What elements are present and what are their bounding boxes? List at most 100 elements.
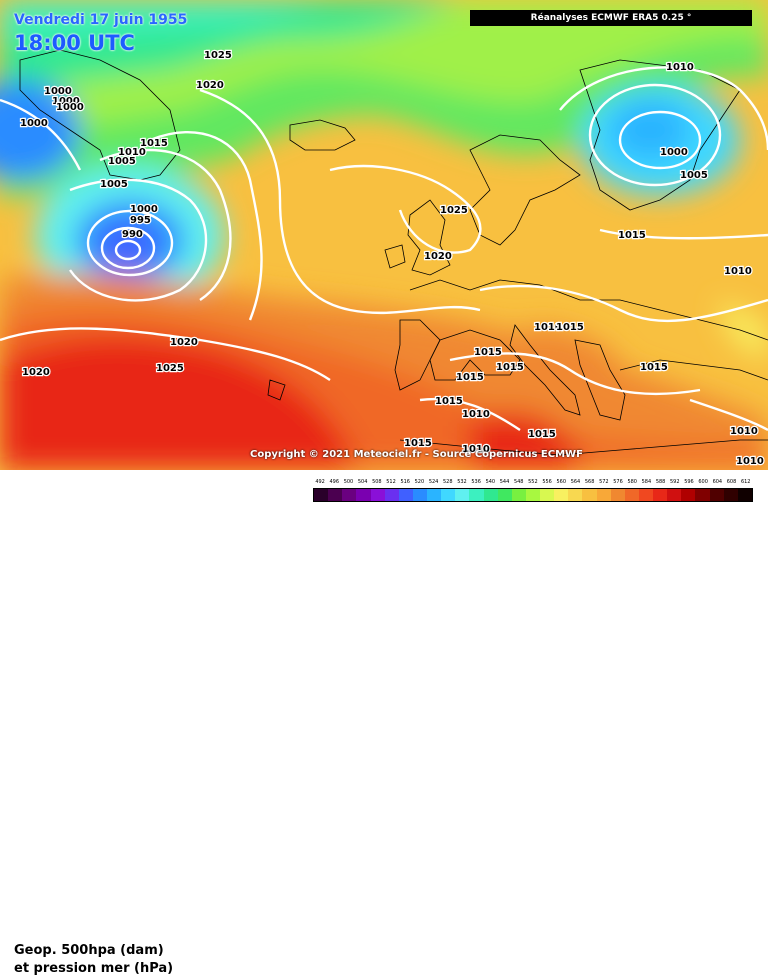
- scale-label: 504: [357, 479, 368, 485]
- isobar-label: 1025: [440, 205, 468, 216]
- scale-swatch: [469, 489, 484, 501]
- scale-label: 560: [556, 479, 567, 485]
- isobar-label: 1000: [44, 86, 72, 97]
- scale-label: 564: [570, 479, 581, 485]
- isobar-label: 1015: [404, 438, 432, 449]
- scale-label: 524: [428, 479, 439, 485]
- scale-swatch: [568, 489, 583, 501]
- scale-label: 580: [627, 479, 637, 485]
- isobar-label: 1015: [618, 230, 646, 241]
- scale-label: 588: [655, 479, 666, 485]
- scale-label: 500: [343, 479, 354, 485]
- geopotential-field: [0, 0, 768, 470]
- scale-swatch: [356, 489, 371, 501]
- isobar-label: 1015: [474, 347, 502, 358]
- scale-label: 528: [443, 479, 453, 485]
- scale-swatch: [596, 489, 611, 501]
- isobars: [0, 66, 768, 432]
- isobar-label: 1010: [730, 426, 758, 437]
- color-scale-labels: 492 496 500 504 508 512 516 520 524 528 532 536 540 5…: [313, 479, 753, 488]
- scale-swatch: [695, 489, 710, 501]
- scale-label: 604: [712, 479, 723, 485]
- isobar-label: 1010: [736, 456, 764, 467]
- isobar-label: 1000: [56, 102, 84, 113]
- isobar-label: 1005: [108, 156, 136, 167]
- scale-swatch: [370, 489, 385, 501]
- scale-swatch: [412, 489, 427, 501]
- scale-label: 508: [372, 479, 382, 485]
- scale-swatch: [638, 489, 653, 501]
- isobar-label: 1010: [724, 266, 752, 277]
- scale-label: 548: [513, 479, 524, 485]
- scale-swatch: [511, 489, 526, 501]
- scale-label: 608: [726, 479, 737, 485]
- scale-swatch: [582, 489, 597, 501]
- scale-swatch: [427, 489, 442, 501]
- scale-swatch: [483, 489, 498, 501]
- isobar-label: 1010: [666, 62, 694, 73]
- color-scale: 492 496 500 504 508 512 516 520 524 528 532 536 540 5…: [313, 479, 753, 502]
- scale-label: 552: [528, 479, 538, 485]
- isobar-label: 1010: [534, 322, 562, 333]
- isobar-label: 1015: [456, 372, 484, 383]
- scale-swatch: [384, 489, 399, 501]
- isobar-label: 990: [122, 229, 143, 240]
- scale-swatch: [398, 489, 413, 501]
- map-canvas: 1025102010001000100010001015101010051005…: [0, 0, 768, 470]
- isobar-label: 1015: [556, 322, 584, 333]
- scale-swatch: [737, 489, 752, 501]
- isobar-label: 1020: [424, 251, 452, 262]
- scale-swatch: [525, 489, 540, 501]
- scale-swatch: [328, 489, 343, 501]
- map-time: 18:00 UTC: [14, 31, 135, 55]
- isobar-label: 1010: [462, 444, 490, 455]
- scale-swatch: [497, 489, 512, 501]
- isobar-label: 1025: [204, 50, 232, 61]
- scale-label: 496: [329, 479, 340, 485]
- isobar-label: 1000: [660, 147, 688, 158]
- scale-label: 572: [599, 479, 609, 485]
- isobar-label: 1020: [170, 337, 198, 348]
- isobar-label: 1015: [435, 396, 463, 407]
- scale-swatch: [455, 489, 470, 501]
- isobar-label: 1000: [130, 204, 158, 215]
- legend-title-line1: Geop. 500hpa (dam): [14, 943, 164, 958]
- isobar-label: 1005: [680, 170, 708, 181]
- coastlines: [19, 49, 768, 456]
- scale-swatch: [342, 489, 357, 501]
- scale-label: 520: [414, 479, 425, 485]
- isobar-label: 995: [130, 215, 151, 226]
- isobar-label: 1015: [640, 362, 668, 373]
- legend-title-line2: et pression mer (hPa): [14, 961, 174, 976]
- isobar-label: 1015: [140, 138, 168, 149]
- isobar-labels: 1025102010001000100010001015101010051005…: [19, 49, 765, 469]
- scale-swatch: [610, 489, 625, 501]
- map-date: Vendredi 17 juin 1955: [14, 12, 188, 28]
- scale-label: 512: [386, 479, 396, 485]
- scale-label: 532: [457, 479, 467, 485]
- scale-label: 584: [641, 479, 652, 485]
- isobar-label: 1010: [462, 409, 490, 420]
- scale-swatch: [554, 489, 569, 501]
- color-scale-bar: [313, 488, 753, 502]
- isobar-label: 1015: [496, 362, 524, 373]
- scale-label: 576: [613, 479, 623, 485]
- scale-label: 600: [698, 479, 708, 485]
- scale-label: 556: [542, 479, 552, 485]
- scale-swatch: [723, 489, 738, 501]
- scale-label: 540: [485, 479, 496, 485]
- scale-label: 492: [315, 479, 325, 485]
- isobar-label: 1020: [22, 367, 50, 378]
- scale-label: 536: [471, 479, 481, 485]
- source-banner: Réanalyses ECMWF ERA5 0.25 °: [470, 10, 752, 26]
- scale-swatch: [441, 489, 456, 501]
- isobar-label: 1010: [118, 147, 146, 158]
- isobar-label: 1005: [100, 179, 128, 190]
- scale-swatch: [540, 489, 555, 501]
- isobar-label: 1000: [52, 96, 80, 107]
- scale-swatch: [681, 489, 696, 501]
- scale-swatch: [314, 489, 329, 501]
- scale-swatch: [653, 489, 668, 501]
- scale-label: 596: [684, 479, 694, 485]
- isobar-label: 1000: [20, 118, 48, 129]
